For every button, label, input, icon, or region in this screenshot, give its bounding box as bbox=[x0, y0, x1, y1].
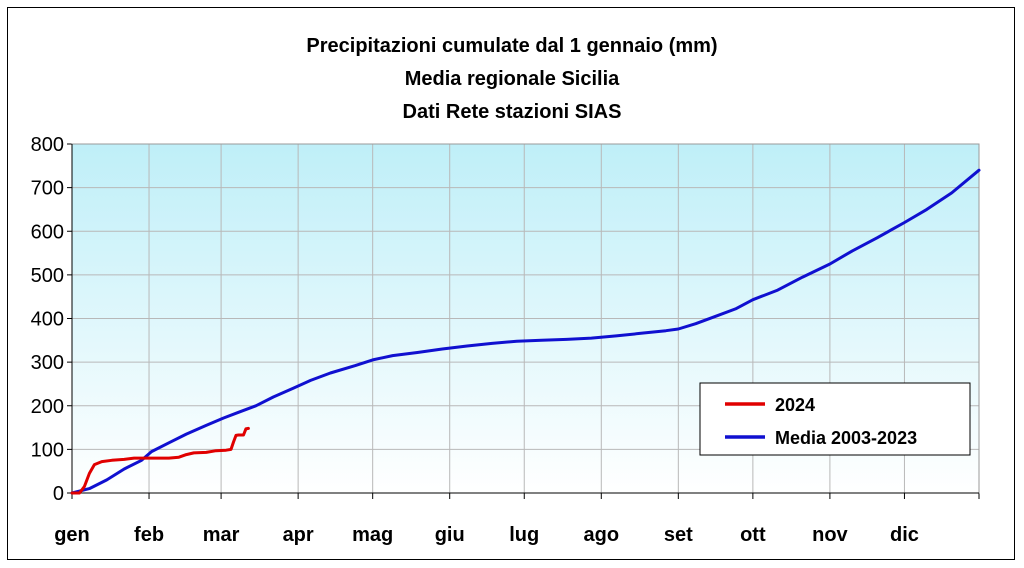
y-tick-label: 400 bbox=[31, 309, 64, 331]
chart-titles: Precipitazioni cumulate dal 1 gennaio (m… bbox=[0, 30, 1024, 129]
y-tick-label: 300 bbox=[31, 352, 64, 374]
chart-title: Precipitazioni cumulate dal 1 gennaio (m… bbox=[306, 35, 718, 57]
x-tick-label: ott bbox=[740, 524, 766, 546]
chart-subtitle-2: Dati Rete stazioni SIAS bbox=[402, 101, 622, 123]
x-tick-label: nov bbox=[812, 524, 848, 546]
legend-label-media: Media 2003-2023 bbox=[775, 428, 917, 448]
y-tick-label: 100 bbox=[31, 439, 64, 461]
chart-subtitle-1: Media regionale Sicilia bbox=[404, 68, 620, 90]
axes bbox=[67, 143, 980, 499]
x-tick-label: mag bbox=[352, 524, 393, 546]
legend-box bbox=[699, 382, 971, 456]
legend-label-2024: 2024 bbox=[775, 395, 815, 415]
y-tick-label: 600 bbox=[31, 221, 64, 243]
x-tick-label: apr bbox=[283, 524, 314, 546]
y-tick-label: 500 bbox=[31, 265, 64, 287]
y-tick-label: 200 bbox=[31, 396, 64, 418]
series-line-2024 bbox=[70, 426, 250, 495]
y-tick-label: 700 bbox=[31, 178, 64, 200]
x-tick-label: mar bbox=[203, 524, 240, 546]
x-tick-label: gen bbox=[54, 524, 90, 546]
x-tick-label: feb bbox=[134, 524, 164, 546]
legend: 2024 Media 2003-2023 bbox=[699, 382, 971, 456]
x-tick-label: set bbox=[664, 524, 693, 546]
y-tick-labels: 0 100 200 300 400 500 600 700 800 bbox=[31, 134, 64, 505]
x-tick-label: lug bbox=[509, 524, 539, 546]
y-tick-label: 800 bbox=[31, 134, 64, 156]
x-tick-label: giu bbox=[435, 524, 465, 546]
y-tick-label: 0 bbox=[53, 483, 64, 505]
series-lines bbox=[70, 168, 981, 495]
x-tick-label: dic bbox=[890, 524, 919, 546]
x-tick-label: ago bbox=[584, 524, 620, 546]
x-tick-labels: gen feb mar apr mag giu lug ago set ott nov dic bbox=[54, 524, 919, 546]
series-line-media bbox=[70, 168, 981, 495]
